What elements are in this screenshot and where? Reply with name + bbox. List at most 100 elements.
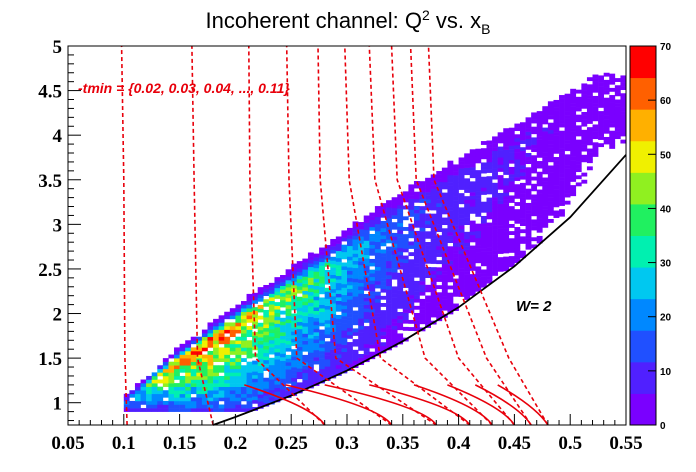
heatmap-cell bbox=[581, 144, 588, 148]
heatmap-cell bbox=[614, 78, 621, 82]
heatmap-cell bbox=[129, 393, 136, 398]
heatmap-cell bbox=[614, 85, 621, 90]
heatmap-cell bbox=[469, 206, 476, 211]
heatmap-cell bbox=[413, 291, 420, 296]
heatmap-cell bbox=[514, 209, 521, 214]
heatmap-cell bbox=[536, 178, 543, 183]
heatmap-cell bbox=[157, 368, 164, 373]
heatmap-cell bbox=[324, 294, 331, 299]
heatmap-cell bbox=[252, 335, 259, 340]
heatmap-cell bbox=[386, 239, 392, 244]
heatmap-cell bbox=[358, 304, 365, 308]
heatmap-cell bbox=[319, 368, 325, 373]
heatmap-cell bbox=[570, 99, 577, 104]
heatmap-cell bbox=[430, 185, 437, 189]
heatmap-cell bbox=[397, 336, 404, 341]
heatmap-cell bbox=[436, 313, 443, 318]
heatmap-cell bbox=[252, 314, 259, 319]
heatmap-cell bbox=[547, 101, 554, 106]
heatmap-cell bbox=[313, 307, 320, 311]
heatmap-cell bbox=[341, 248, 348, 253]
heatmap-cell bbox=[480, 148, 487, 153]
heatmap-cell bbox=[268, 293, 275, 298]
heatmap-cell bbox=[240, 318, 247, 323]
heatmap-cell bbox=[553, 164, 560, 169]
heatmap-cell bbox=[503, 135, 510, 140]
heatmap-cell bbox=[369, 333, 376, 338]
heatmap-cell bbox=[531, 223, 538, 227]
heatmap-cell bbox=[386, 253, 392, 258]
heatmap-cell bbox=[151, 390, 158, 395]
heatmap-cell bbox=[330, 299, 337, 304]
heatmap-cell bbox=[592, 81, 599, 86]
heatmap-cell bbox=[330, 363, 337, 368]
heatmap-cell bbox=[341, 266, 348, 270]
heatmap-cell bbox=[213, 386, 219, 391]
heatmap-cell bbox=[196, 354, 203, 359]
heatmap-cell bbox=[475, 259, 482, 264]
heatmap-cell bbox=[257, 347, 264, 352]
heatmap-cell bbox=[531, 162, 538, 167]
heatmap-cell bbox=[453, 292, 459, 297]
heatmap-cell bbox=[168, 404, 175, 409]
heatmap-cell bbox=[581, 90, 588, 95]
x-tick-label: 0.05 bbox=[51, 433, 84, 454]
heatmap-cell bbox=[347, 309, 353, 314]
heatmap-cell bbox=[179, 358, 186, 362]
heatmap-cell bbox=[380, 324, 387, 329]
heatmap-cell bbox=[475, 230, 482, 235]
heatmap-cell bbox=[324, 298, 331, 303]
heatmap-cell bbox=[464, 210, 471, 215]
heatmap-cell bbox=[162, 400, 169, 405]
heatmap-cell bbox=[224, 390, 231, 395]
heatmap-cell bbox=[413, 259, 420, 264]
heatmap-cell bbox=[603, 79, 610, 84]
heatmap-cell bbox=[525, 142, 532, 147]
heatmap-cell bbox=[447, 292, 454, 297]
heatmap-cell bbox=[441, 185, 448, 190]
heatmap-cell bbox=[224, 326, 231, 330]
color-scale-band bbox=[630, 298, 656, 331]
heatmap-cell bbox=[246, 297, 253, 302]
heatmap-cell bbox=[201, 404, 208, 409]
heatmap-cell bbox=[280, 278, 286, 283]
heatmap-cell bbox=[374, 280, 381, 285]
x-tick-label: 0.25 bbox=[275, 433, 308, 454]
heatmap-cell bbox=[363, 269, 370, 273]
heatmap-cell bbox=[358, 264, 365, 269]
heatmap-cell bbox=[358, 286, 365, 291]
heatmap-cell bbox=[324, 270, 331, 274]
heatmap-cell bbox=[603, 126, 610, 131]
heatmap-cell bbox=[469, 224, 476, 229]
heatmap-cell bbox=[196, 383, 203, 387]
heatmap-cell bbox=[352, 331, 359, 336]
heatmap-cell bbox=[430, 249, 437, 254]
heatmap-cell bbox=[302, 365, 309, 370]
heatmap-cell bbox=[425, 184, 431, 189]
heatmap-cell bbox=[335, 332, 342, 337]
heatmap-cell bbox=[302, 280, 309, 284]
heatmap-cell bbox=[240, 375, 247, 380]
heatmap-cell bbox=[441, 271, 448, 275]
heatmap-cell bbox=[347, 317, 353, 321]
heatmap-cell bbox=[531, 187, 538, 192]
heatmap-cell bbox=[291, 274, 298, 279]
heatmap-cell bbox=[196, 386, 203, 391]
chart-title-subscript: B bbox=[481, 21, 490, 37]
heatmap-cell bbox=[268, 386, 275, 391]
heatmap-cell bbox=[508, 138, 515, 143]
heatmap-cell bbox=[229, 315, 236, 320]
heatmap-cell bbox=[274, 384, 281, 389]
heatmap-cell bbox=[536, 139, 543, 144]
heatmap-cell bbox=[542, 220, 549, 225]
heatmap-cell bbox=[581, 83, 588, 88]
heatmap-cell bbox=[274, 330, 281, 335]
heatmap-cell bbox=[324, 373, 331, 378]
heatmap-cell bbox=[246, 308, 253, 313]
heatmap-cell bbox=[547, 111, 554, 116]
heatmap-cell bbox=[581, 119, 588, 123]
heatmap-cell bbox=[503, 185, 510, 190]
heatmap-cell bbox=[369, 351, 376, 356]
heatmap-cell bbox=[358, 254, 365, 259]
heatmap-cell bbox=[575, 139, 582, 144]
